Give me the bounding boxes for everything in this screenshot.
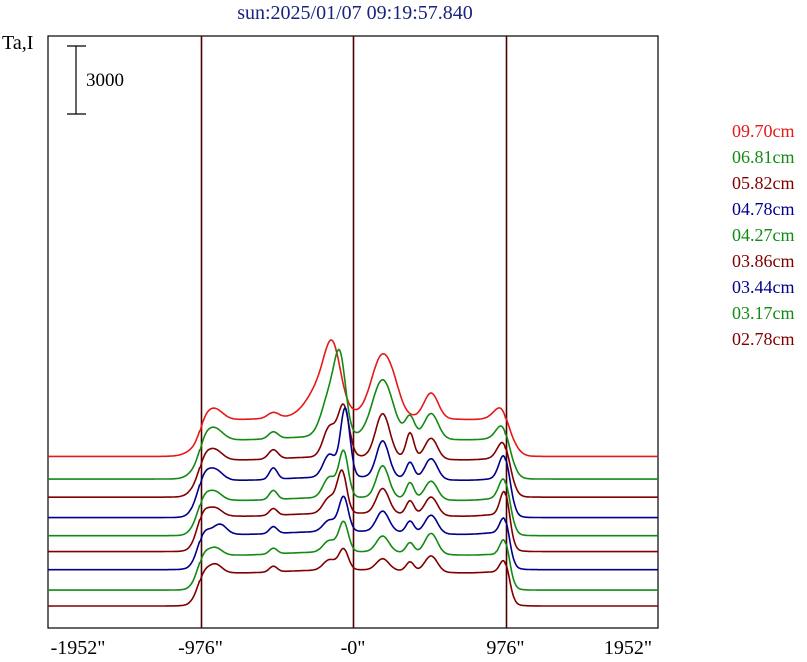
x-tick-label: -1952" <box>50 637 106 659</box>
series-line-05.82cm <box>48 403 658 498</box>
legend-item: 06.81cm <box>732 147 795 167</box>
x-tick-label: 976" <box>486 637 525 659</box>
series-line-03.17cm <box>48 520 658 591</box>
legend-item: 09.70cm <box>732 121 795 141</box>
series-line-02.78cm <box>48 547 658 607</box>
x-tick-label: -976" <box>178 637 223 659</box>
scale-bar <box>67 45 86 115</box>
series-line-04.78cm <box>48 406 658 519</box>
scale-bar-label: 3000 <box>86 70 124 91</box>
limb-marker-lines <box>200 36 508 628</box>
legend-item: 02.78cm <box>732 329 795 349</box>
series-line-09.70cm <box>48 339 658 458</box>
series-line-06.81cm <box>48 348 658 480</box>
series-line-03.44cm <box>48 495 658 571</box>
legend-item: 03.44cm <box>732 277 795 297</box>
x-tick-label: 1952" <box>603 637 653 659</box>
chart-title: sun:2025/01/07 09:19:57.840 <box>237 2 473 24</box>
legend-item: 03.17cm <box>732 303 795 323</box>
x-tick-label: -0" <box>340 637 366 659</box>
series-group <box>48 339 658 607</box>
series-line-03.86cm <box>48 468 658 553</box>
legend-item: 04.78cm <box>732 199 795 219</box>
series-line-04.27cm <box>48 449 658 537</box>
legend-item: 05.82cm <box>732 173 795 193</box>
legend: 09.70cm 06.81cm 05.82cm 04.78cm 04.27cm 03.86… <box>732 118 807 352</box>
y-axis-label: Ta,I <box>2 32 34 54</box>
legend-item: 04.27cm <box>732 225 795 245</box>
legend-item: 03.86cm <box>732 251 795 271</box>
